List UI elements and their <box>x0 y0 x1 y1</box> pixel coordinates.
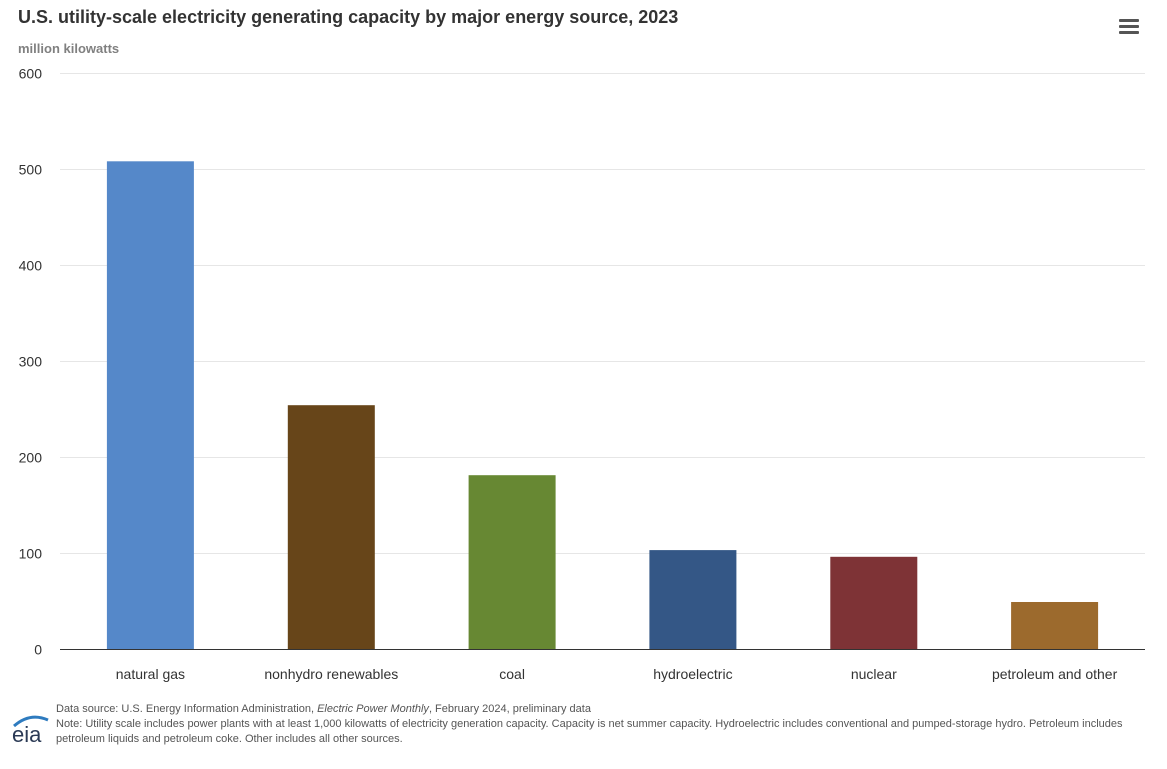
data-source-line: Data source: U.S. Energy Information Adm… <box>56 702 1146 717</box>
bar-nuclear[interactable] <box>830 556 918 649</box>
data-source-publication: Electric Power Monthly <box>317 703 429 715</box>
x-category-label: natural gas <box>116 666 185 682</box>
chart-subtitle: million kilowatts <box>18 41 120 56</box>
eia-logo-text: eia <box>12 722 42 747</box>
bar-chart: 0 100 200 300 400 500 600 natural gas nonhydro … <box>19 66 1145 682</box>
y-tick-label: 200 <box>19 450 43 466</box>
y-tick-label: 500 <box>19 162 43 178</box>
bar-natural-gas[interactable] <box>106 161 194 650</box>
chart-menu-button[interactable] <box>1114 14 1144 40</box>
chart-title: U.S. utility-scale electricity generatin… <box>18 7 679 27</box>
eia-logo: eia <box>12 715 49 747</box>
y-axis-ticks: 0 100 200 300 400 500 600 <box>19 66 43 658</box>
eia-logo-arc <box>13 715 49 728</box>
x-category-label: nonhydro renewables <box>264 666 398 682</box>
y-tick-label: 600 <box>19 66 43 82</box>
x-category-label: nuclear <box>851 666 897 682</box>
chart-note: Note: Utility scale includes power plant… <box>56 718 1123 745</box>
hamburger-menu-icon-bar <box>1119 31 1139 34</box>
gridlines <box>60 73 1145 554</box>
y-tick-label: 100 <box>19 546 43 562</box>
hamburger-menu-icon <box>1119 19 1139 22</box>
data-source-prefix: Data source: U.S. Energy Information Adm… <box>56 703 318 715</box>
hamburger-menu-icon-bar <box>1119 25 1139 28</box>
data-source-suffix: , February 2024, preliminary data <box>428 703 591 715</box>
y-tick-label: 0 <box>34 642 42 658</box>
bar-coal[interactable] <box>468 475 556 649</box>
x-category-label: hydroelectric <box>653 666 732 682</box>
x-category-label: coal <box>499 666 525 682</box>
y-tick-label: 300 <box>19 354 43 370</box>
bar-nonhydro-renewables[interactable] <box>287 405 375 649</box>
bar-petroleum-and-other[interactable] <box>1011 602 1099 649</box>
x-category-label: petroleum and other <box>992 666 1118 682</box>
bars <box>106 161 1099 650</box>
bar-hydroelectric[interactable] <box>649 550 737 649</box>
x-axis-labels: natural gas nonhydro renewables coal hydroe… <box>116 666 1118 682</box>
y-tick-label: 400 <box>19 258 43 274</box>
chart-footer: Data source: U.S. Energy Information Adm… <box>56 702 1146 747</box>
